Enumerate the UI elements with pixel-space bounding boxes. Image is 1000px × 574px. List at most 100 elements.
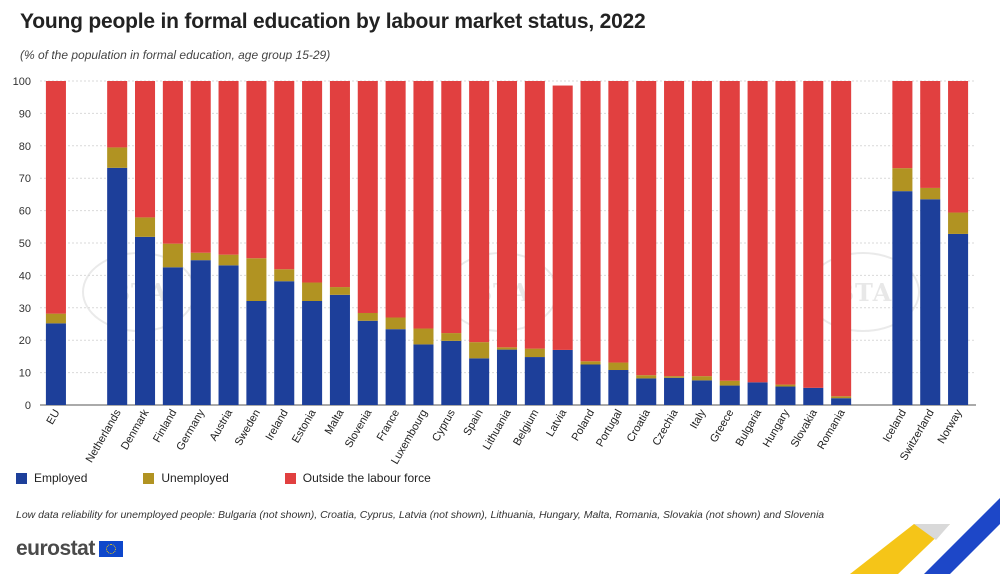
- y-tick-label: 70: [19, 173, 31, 185]
- bar-segment-employed: [747, 382, 768, 405]
- x-tick-label: Denmark: [119, 407, 152, 452]
- x-tick-label: Finland: [151, 408, 179, 445]
- x-tick-label: France: [375, 408, 403, 444]
- bar-segment-unemployed: [329, 287, 350, 295]
- bar-segment-unemployed: [691, 376, 712, 381]
- bar-segment-unemployed: [496, 347, 518, 350]
- y-tick-label: 30: [19, 303, 31, 315]
- x-tick-label: Germany: [174, 407, 207, 453]
- bar-segment-employed: [357, 320, 378, 405]
- bar-segment-employed: [135, 236, 156, 405]
- bar-segment-employed: [719, 385, 740, 405]
- bar-segment-employed: [803, 387, 824, 405]
- decorative-corner-graphic: [850, 498, 1000, 574]
- bar-segment-unemployed: [135, 217, 156, 237]
- bar-segment-outside: [357, 81, 378, 313]
- brand-name: eurostat: [16, 537, 95, 560]
- y-tick-label: 50: [19, 238, 31, 250]
- x-tick-label: Italy: [688, 407, 709, 431]
- bar-segment-outside: [496, 81, 518, 348]
- bar-segment-outside: [747, 81, 768, 383]
- bar-segment-outside: [892, 81, 913, 169]
- y-tick-label: 60: [19, 206, 31, 218]
- bar-segment-employed: [274, 281, 295, 405]
- bar-segment-employed: [45, 323, 66, 405]
- bar-segment-outside: [691, 81, 712, 377]
- bar-segment-employed: [920, 199, 941, 405]
- bar-segment-unemployed: [246, 258, 267, 301]
- bar-segment-outside: [413, 81, 434, 329]
- x-tick-label: Poland: [570, 408, 598, 444]
- bar-segment-unemployed: [274, 269, 295, 282]
- bar-segment-outside: [218, 81, 239, 255]
- x-tick-label: Latvia: [544, 407, 570, 439]
- y-tick-label: 40: [19, 270, 31, 282]
- bar-segment-outside: [636, 81, 657, 376]
- bar-segment-unemployed: [775, 384, 796, 387]
- bar-segment-employed: [496, 349, 518, 405]
- bar-segment-employed: [580, 364, 601, 405]
- bar-segment-employed: [441, 340, 462, 405]
- bar-segment-outside: [775, 81, 796, 385]
- legend-swatch-unemployed: [143, 472, 155, 484]
- x-tick-label: Netherlands: [84, 407, 124, 465]
- legend-swatch-employed: [16, 472, 27, 484]
- bar-segment-employed: [524, 357, 545, 405]
- chart-legend: Employed Unemployed Outside the labour f…: [16, 471, 487, 485]
- chart-title: Young people in formal education by labo…: [20, 10, 646, 33]
- bar-segment-employed: [892, 191, 913, 405]
- bar-segment-employed: [775, 386, 796, 405]
- bar-segment-outside: [469, 81, 490, 343]
- legend-label-unemployed: Unemployed: [161, 471, 229, 485]
- bar-segment-unemployed: [190, 252, 211, 261]
- bar-segment-outside: [608, 81, 629, 363]
- x-tick-label: Ireland: [264, 408, 291, 443]
- bar-segment-employed: [162, 267, 183, 405]
- bar-segment-employed: [552, 349, 573, 405]
- eurostat-logo: eurostat: [16, 537, 123, 561]
- x-tick-label: Sweden: [233, 408, 263, 448]
- bar-segment-unemployed: [413, 328, 434, 345]
- bar-segment-outside: [441, 81, 462, 334]
- stacked-bar-chart: 0 10 20 30 40 50 60 70 80 90 100 EU NetherlandsDenma…: [13, 76, 976, 466]
- bar-segment-outside: [135, 81, 156, 218]
- bar-segment-outside: [246, 81, 267, 259]
- bar-segment-employed: [636, 378, 657, 405]
- bar-segment-outside: [107, 81, 128, 148]
- y-tick-label: 100: [13, 76, 31, 88]
- x-tick-label: Portugal: [594, 408, 625, 449]
- x-tick-label: Malta: [323, 407, 347, 437]
- y-tick-label: 80: [19, 141, 31, 153]
- bar-segment-unemployed: [357, 312, 378, 321]
- bar-segment-employed: [246, 300, 267, 405]
- bar-segment-employed: [664, 377, 685, 405]
- bar-segment-employed: [190, 260, 211, 405]
- bar-segment-outside: [162, 81, 183, 244]
- bar-segment-unemployed: [608, 362, 629, 371]
- legend-label-employed: Employed: [34, 471, 88, 485]
- x-tick-label: Romania: [815, 407, 848, 452]
- bar-segment-unemployed: [920, 187, 941, 200]
- bar-segment-unemployed: [948, 212, 969, 234]
- bar-segment-employed: [329, 294, 350, 405]
- bar-segment-outside: [329, 81, 350, 288]
- y-tick-label: 10: [19, 368, 31, 380]
- bar-segment-employed: [608, 370, 629, 405]
- x-tick-label: Croatia: [625, 407, 654, 444]
- bar-segment-unemployed: [441, 333, 462, 341]
- x-tick-label: Norway: [936, 407, 965, 446]
- bar-segment-outside: [524, 81, 545, 349]
- bar-segment-employed: [218, 265, 239, 405]
- x-tick-label: Austria: [208, 407, 236, 443]
- x-tick-label: Bulgaria: [734, 407, 765, 449]
- bar-segment-unemployed: [664, 376, 685, 378]
- bar-segment-outside: [664, 81, 685, 377]
- bar-segment-employed: [691, 380, 712, 405]
- bar-segment-employed: [385, 329, 406, 405]
- bar-segment-unemployed: [636, 375, 657, 379]
- bar-segment-unemployed: [892, 168, 913, 192]
- legend-item-employed: Employed: [16, 471, 87, 485]
- bar-segment-employed: [831, 398, 852, 405]
- bar-segment-outside: [274, 81, 295, 270]
